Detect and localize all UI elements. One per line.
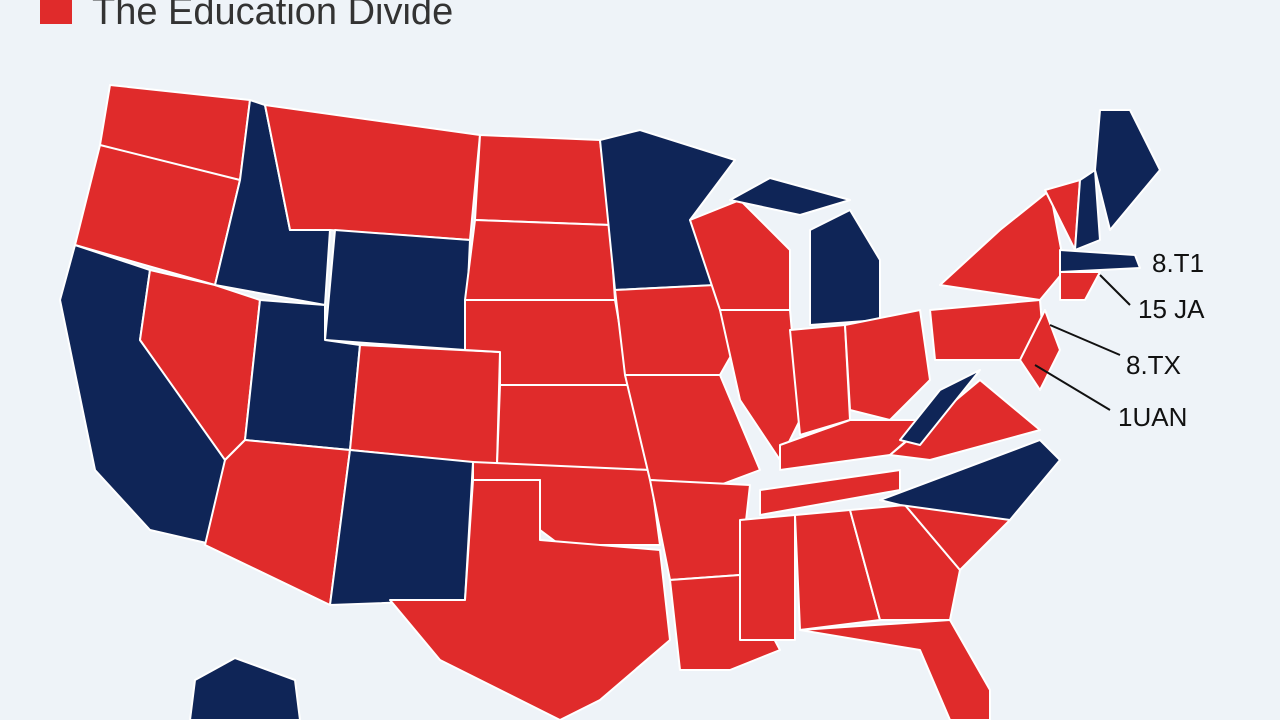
state	[1094, 109, 1161, 231]
state	[204, 439, 351, 606]
state	[789, 324, 851, 436]
state	[1059, 271, 1101, 301]
callout-label: 8.T1	[1152, 248, 1204, 278]
state	[739, 514, 796, 641]
title-marker	[40, 0, 72, 24]
state	[649, 479, 751, 581]
state	[474, 134, 611, 226]
state	[1059, 249, 1141, 273]
leader-line	[1034, 364, 1111, 411]
leader-line	[1049, 324, 1121, 356]
state	[264, 104, 481, 241]
callout-label: 1UAN	[1118, 402, 1187, 432]
state	[464, 219, 616, 301]
state	[624, 374, 761, 486]
state	[939, 189, 1066, 301]
state	[729, 177, 851, 216]
state	[844, 309, 931, 421]
title: The Education Divide	[92, 0, 453, 33]
state	[324, 229, 471, 351]
state	[849, 504, 961, 621]
callout-label: 15 JA	[1138, 294, 1205, 324]
state	[389, 479, 671, 720]
state	[1019, 309, 1061, 391]
callout-label: 8.TX	[1126, 350, 1181, 380]
state	[759, 469, 901, 516]
state	[1074, 169, 1101, 251]
state	[329, 449, 474, 606]
state	[899, 369, 981, 446]
state	[689, 199, 791, 311]
state	[496, 384, 651, 471]
states	[59, 84, 1161, 720]
state	[349, 344, 501, 466]
state	[189, 657, 301, 720]
leader-line	[1099, 274, 1131, 306]
state	[879, 439, 1061, 521]
callouts: 8.T1 15 JA 8.TX 1UAN	[1034, 248, 1205, 432]
state	[799, 619, 991, 720]
state	[719, 309, 801, 461]
state	[809, 209, 881, 326]
